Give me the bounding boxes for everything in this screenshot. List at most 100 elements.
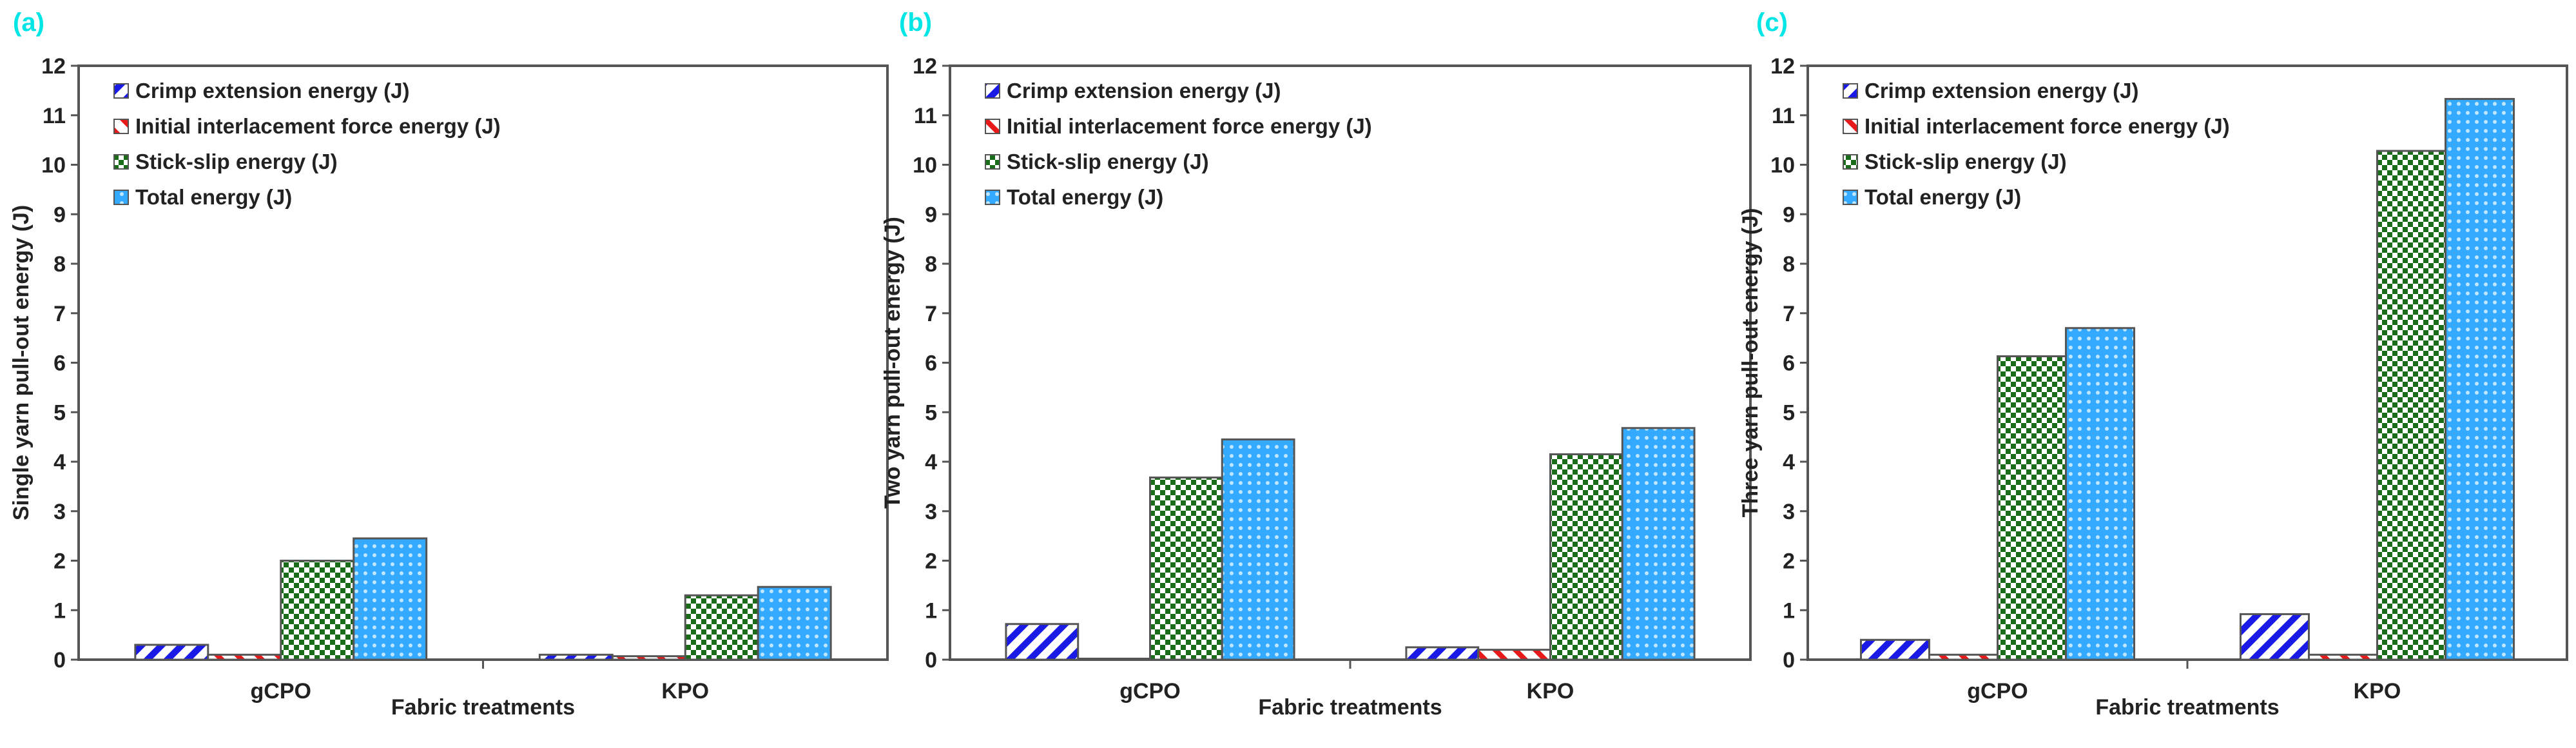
legend-swatch-initial	[1843, 119, 1858, 134]
x-axis-label: Fabric treatments	[2095, 695, 2279, 720]
y-tick-label: 11	[1772, 104, 1795, 128]
legend-swatch-stick	[985, 154, 1000, 170]
y-tick-label: 6	[925, 351, 937, 376]
y-tick-label: 5	[53, 400, 66, 425]
y-tick-label: 0	[53, 648, 66, 673]
y-tick-label: 1	[925, 598, 937, 623]
y-tick-label: 7	[53, 302, 66, 326]
bar-initial-gCPO	[207, 653, 282, 661]
legend-swatch-initial	[985, 119, 1000, 134]
y-tick-label: 2	[925, 549, 937, 574]
y-tick-label: 12	[41, 54, 66, 79]
y-tick-label: 9	[53, 202, 66, 227]
bar-stick-KPO	[684, 594, 759, 661]
legend-swatch-crimp	[985, 83, 1000, 99]
y-axis-label: Single yarn pull-out energy (J)	[9, 205, 34, 520]
bar-crimp-gCPO	[134, 644, 209, 661]
bar-stick-gCPO	[1997, 355, 2068, 661]
legend-label-initial: Initial interlacement force energy (J)	[1864, 114, 2230, 138]
bar-initial-KPO	[2307, 653, 2378, 661]
x-tick-label: gCPO	[1967, 679, 2028, 704]
legend-swatch-total	[113, 190, 129, 205]
bar-stick-KPO	[2376, 150, 2447, 661]
y-tick-label: 0	[925, 648, 937, 673]
y-axis-label: Two yarn pull-out energy (J)	[880, 217, 905, 509]
bar-initial-KPO	[1477, 649, 1551, 661]
y-tick-label: 5	[925, 400, 937, 425]
bar-crimp-gCPO	[1859, 638, 1930, 661]
y-tick-label: 11	[43, 104, 66, 128]
bar-crimp-KPO	[538, 653, 614, 661]
y-tick-label: 4	[1783, 450, 1795, 475]
x-tick-label: gCPO	[251, 679, 311, 704]
y-axis-label: Three yarn pull-out energy (J)	[1738, 208, 1763, 518]
legend-swatch-stick	[113, 154, 129, 170]
y-tick-label: 4	[925, 450, 937, 475]
y-tick-label: 8	[925, 252, 937, 277]
y-tick-label: 6	[1783, 351, 1795, 376]
x-tick-label: KPO	[1527, 679, 1574, 704]
legend-swatch-total	[1843, 190, 1858, 205]
legend-swatch-crimp	[113, 83, 129, 99]
y-tick-label: 10	[913, 153, 937, 178]
y-tick-label: 6	[53, 351, 66, 376]
x-tick-label: KPO	[661, 679, 709, 704]
bar-total-gCPO	[353, 537, 428, 661]
bar-initial-gCPO	[1077, 657, 1151, 661]
y-tick-label: 2	[1783, 549, 1795, 574]
y-tick-label: 8	[1783, 252, 1795, 277]
x-axis-label: Fabric treatments	[1258, 695, 1442, 720]
y-tick-label: 1	[53, 598, 66, 623]
legend-label-crimp: Crimp extension energy (J)	[1864, 79, 2138, 103]
bar-total-gCPO	[1221, 438, 1295, 661]
legend-label-crimp: Crimp extension energy (J)	[135, 79, 409, 103]
bar-crimp-gCPO	[1005, 623, 1080, 661]
y-tick-label: 0	[1783, 648, 1795, 673]
y-tick-label: 7	[925, 302, 937, 326]
bar-stick-KPO	[1549, 453, 1623, 661]
panel-label: (a)	[13, 8, 44, 37]
y-tick-label: 9	[925, 202, 937, 227]
y-tick-label: 10	[1770, 153, 1795, 178]
x-tick-label: gCPO	[1119, 679, 1180, 704]
bar-crimp-KPO	[2239, 613, 2310, 661]
y-tick-label: 10	[41, 153, 66, 178]
bar-total-gCPO	[2065, 327, 2136, 661]
legend-label-total: Total energy (J)	[1864, 185, 2021, 209]
y-tick-label: 11	[914, 104, 937, 128]
y-tick-label: 2	[53, 549, 66, 574]
legend-swatch-total	[985, 190, 1000, 205]
legend-label-stick: Stick-slip energy (J)	[1864, 150, 2067, 173]
y-tick-label: 3	[53, 500, 66, 524]
legend-swatch-initial	[113, 119, 129, 134]
y-tick-label: 8	[53, 252, 66, 277]
y-tick-label: 7	[1783, 302, 1795, 326]
legend-label-initial: Initial interlacement force energy (J)	[1007, 114, 1372, 138]
legend-label-initial: Initial interlacement force energy (J)	[135, 114, 501, 138]
legend-label-total: Total energy (J)	[135, 185, 292, 209]
legend-swatch-stick	[1843, 154, 1858, 170]
y-tick-label: 5	[1783, 400, 1795, 425]
y-tick-label: 1	[1783, 598, 1795, 623]
panel-label: (c)	[1756, 8, 1788, 37]
bar-stick-gCPO	[280, 560, 355, 661]
legend-label-total: Total energy (J)	[1007, 185, 1163, 209]
x-tick-label: KPO	[2354, 679, 2401, 704]
legend-label-stick: Stick-slip energy (J)	[135, 150, 338, 173]
bar-total-KPO	[2445, 97, 2515, 661]
y-tick-label: 12	[913, 54, 937, 79]
bar-stick-gCPO	[1149, 477, 1223, 661]
y-tick-label: 9	[1783, 202, 1795, 227]
y-tick-label: 3	[925, 500, 937, 524]
bar-initial-KPO	[611, 655, 686, 661]
legend-label-crimp: Crimp extension energy (J)	[1007, 79, 1281, 103]
panel-label: (b)	[899, 8, 932, 37]
y-tick-label: 3	[1783, 500, 1795, 524]
bar-initial-gCPO	[1928, 653, 1999, 661]
bar-total-KPO	[1621, 427, 1696, 661]
legend-swatch-crimp	[1843, 83, 1858, 99]
y-tick-label: 12	[1770, 54, 1795, 79]
